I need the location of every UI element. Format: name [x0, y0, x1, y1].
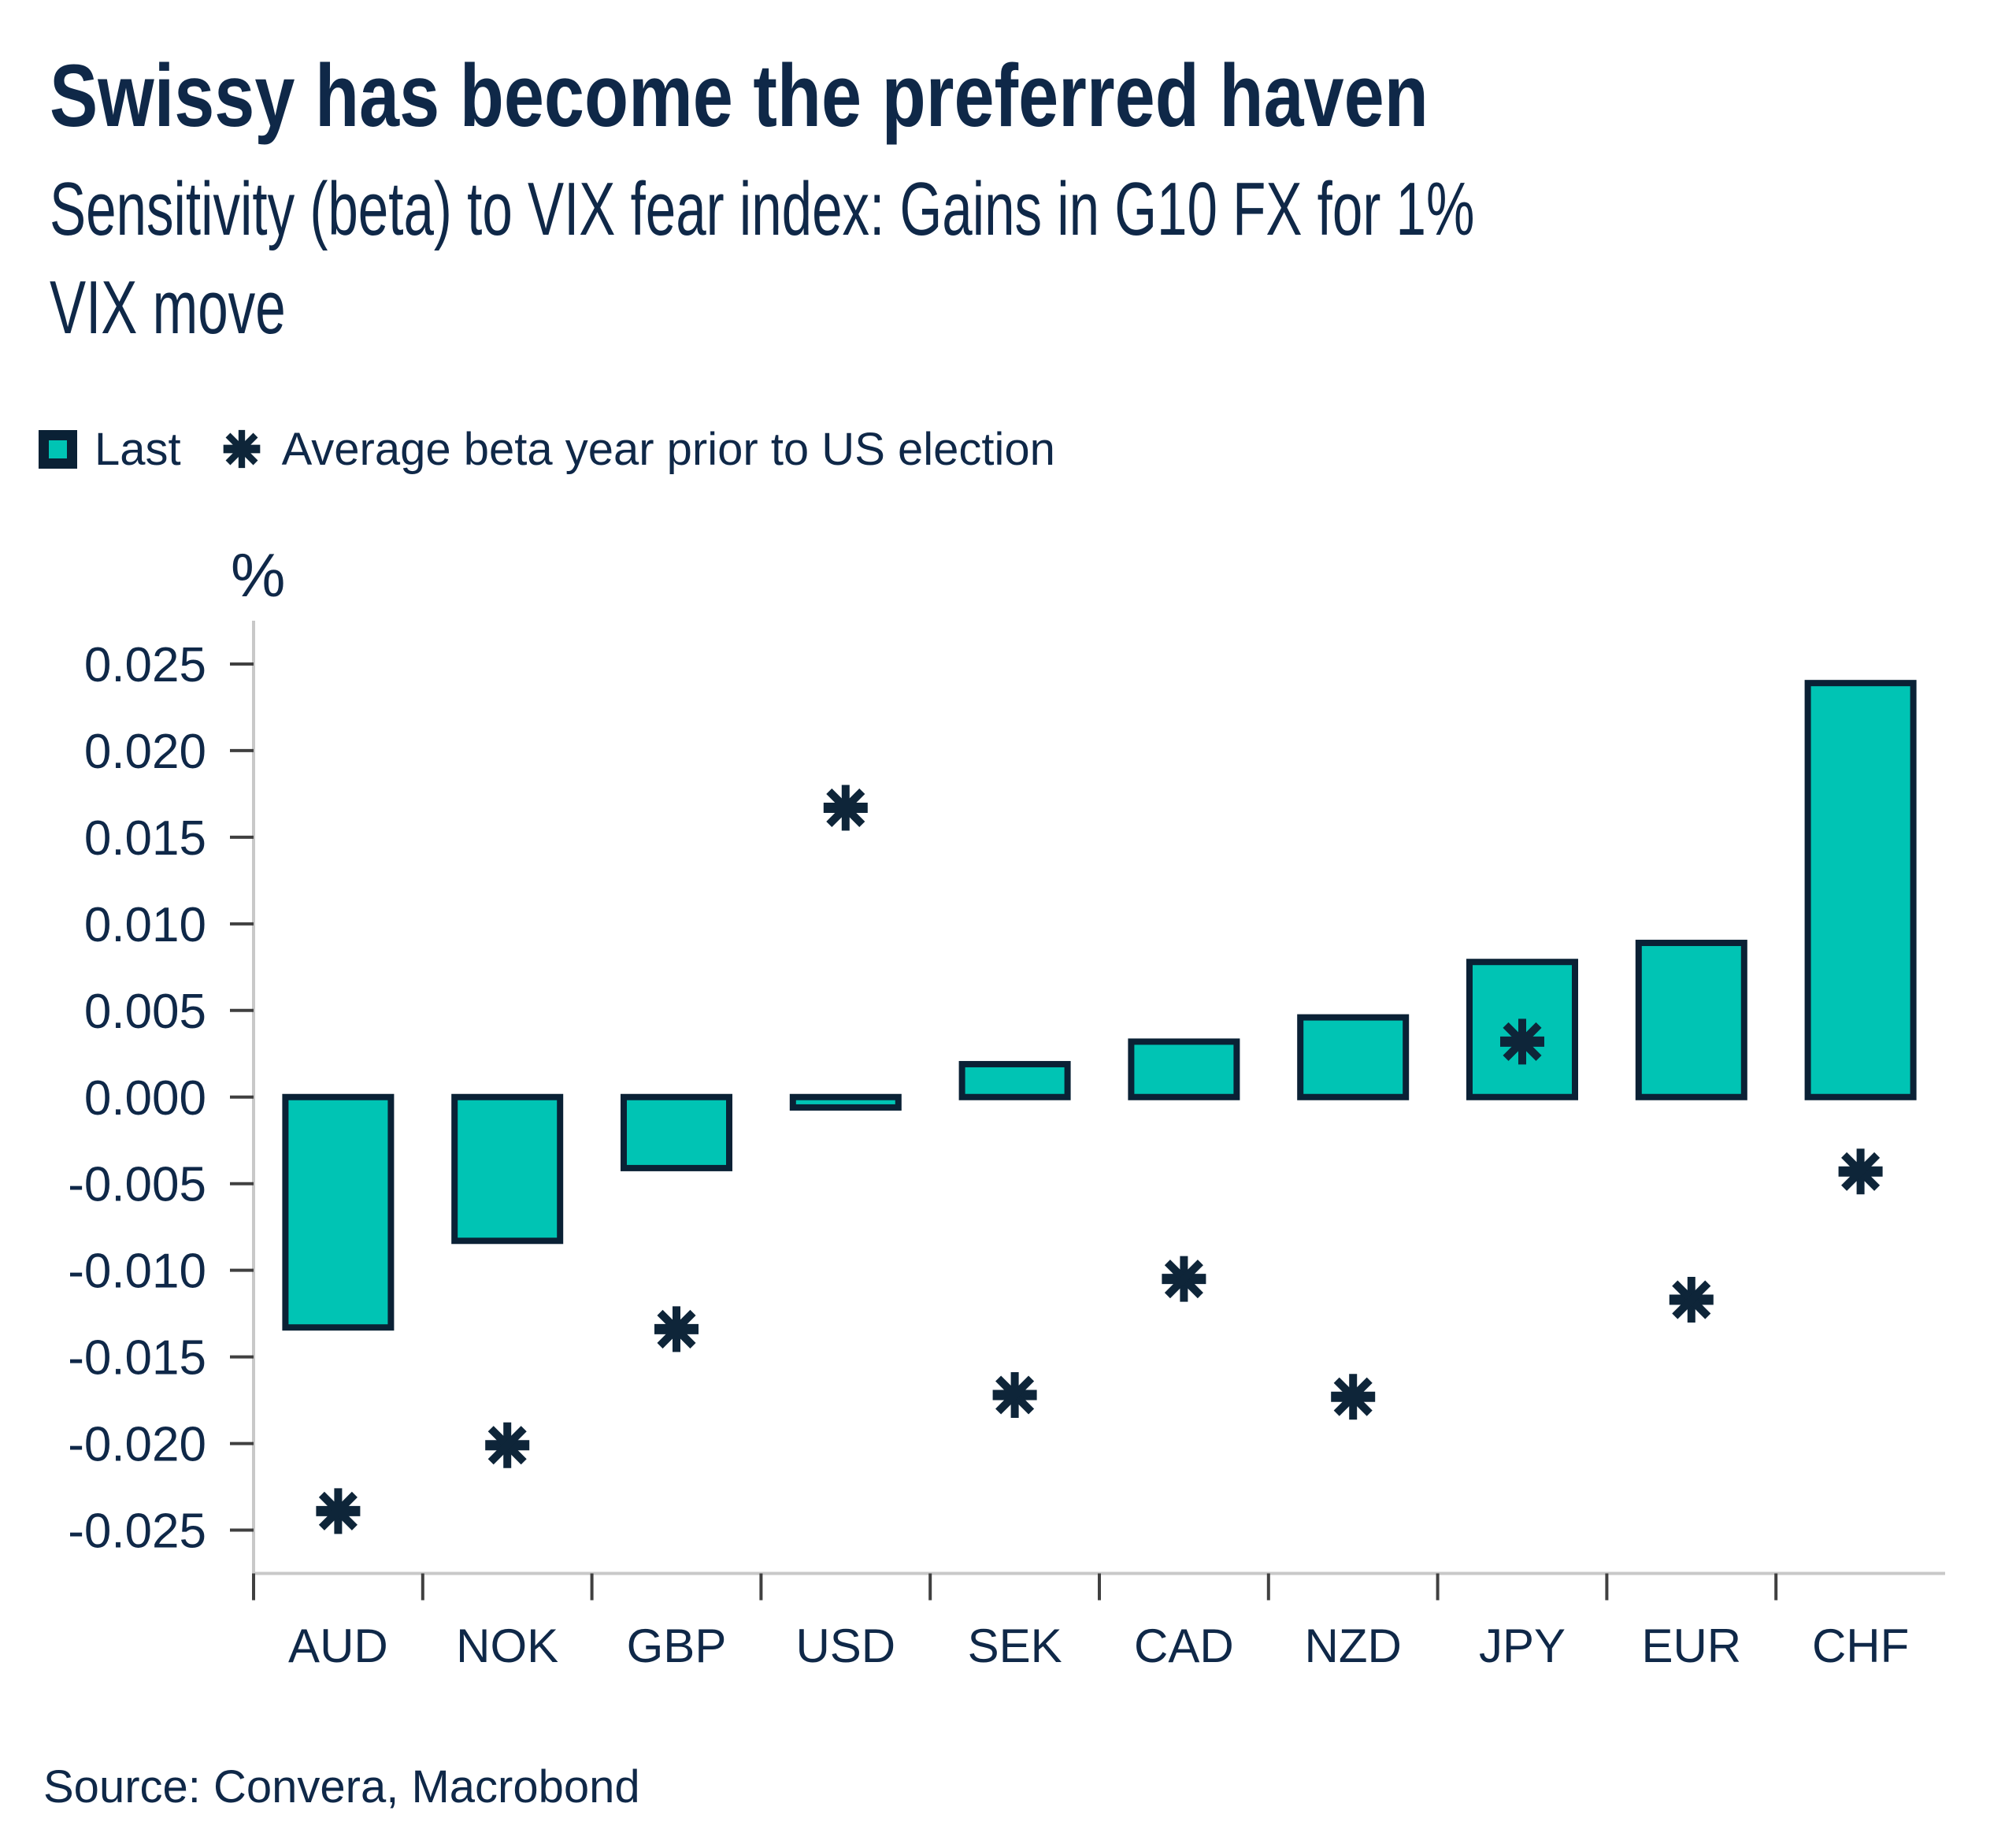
bar-AUD: [282, 1093, 395, 1331]
y-tick-label: 0.005: [84, 985, 206, 1039]
x-axis-label: USD: [795, 1620, 895, 1672]
x-axis-label: NZD: [1305, 1620, 1402, 1672]
y-tick-label: 0.020: [84, 725, 206, 779]
legend-label-average-beta: Average beta year prior to US election: [281, 423, 1055, 475]
chart-subtitle-line2: VIX move: [50, 265, 286, 350]
marker-GBP: [654, 1306, 699, 1352]
marker-EUR: [1669, 1277, 1714, 1323]
y-tick-label: -0.020: [68, 1418, 206, 1472]
marker-SEK: [992, 1371, 1037, 1418]
marker-USD: [823, 785, 868, 831]
x-axis-label: JPY: [1479, 1620, 1566, 1672]
marker-NOK: [485, 1422, 530, 1468]
bar-NZD: [1297, 1014, 1410, 1100]
bar-SEK: [958, 1060, 1071, 1100]
y-tick-label: 0.025: [84, 638, 206, 692]
y-tick-label: 0.010: [84, 898, 206, 952]
chart-subtitle-line1: Sensitivity (beta) to VIX fear index: Ga…: [50, 167, 1475, 251]
x-axis-label: CAD: [1134, 1620, 1234, 1672]
legend-label-last: Last: [94, 423, 181, 475]
x-axis-label: EUR: [1641, 1620, 1741, 1672]
chart-title: Swissy has become the preferred haven: [50, 46, 1429, 145]
x-axis-label: AUD: [288, 1620, 388, 1672]
marker-JPY: [1500, 1018, 1544, 1065]
marker-AUD: [316, 1488, 361, 1534]
y-tick-label: -0.015: [68, 1331, 206, 1386]
x-axis-label: CHF: [1812, 1620, 1909, 1672]
bar-CAD: [1128, 1038, 1240, 1100]
bar-GBP: [621, 1093, 732, 1171]
y-tick-label: -0.025: [68, 1505, 206, 1559]
y-tick-label: 0.015: [84, 811, 206, 866]
y-tick-label: 0.000: [84, 1071, 206, 1126]
y-axis-unit-label: %: [231, 540, 286, 610]
x-axis-label: GBP: [627, 1620, 727, 1672]
legend-asterisk-icon: [223, 429, 260, 469]
x-axis-label: SEK: [968, 1620, 1062, 1672]
bar-EUR: [1635, 940, 1747, 1100]
bar-USD: [789, 1093, 902, 1111]
y-tick-label: -0.010: [68, 1245, 206, 1299]
bar-NOK: [451, 1093, 564, 1245]
x-axis-label: NOK: [456, 1620, 558, 1672]
source-note: Source: Convera, Macrobond: [43, 1761, 640, 1812]
bar-CHF: [1804, 680, 1917, 1100]
y-tick-label: -0.005: [68, 1158, 206, 1212]
marker-CAD: [1162, 1256, 1206, 1302]
legend: Last Average beta year prior to US elect…: [39, 424, 1055, 475]
marker-CHF: [1838, 1148, 1883, 1195]
legend-bar-swatch-icon: [39, 429, 77, 469]
marker-NZD: [1331, 1374, 1376, 1420]
